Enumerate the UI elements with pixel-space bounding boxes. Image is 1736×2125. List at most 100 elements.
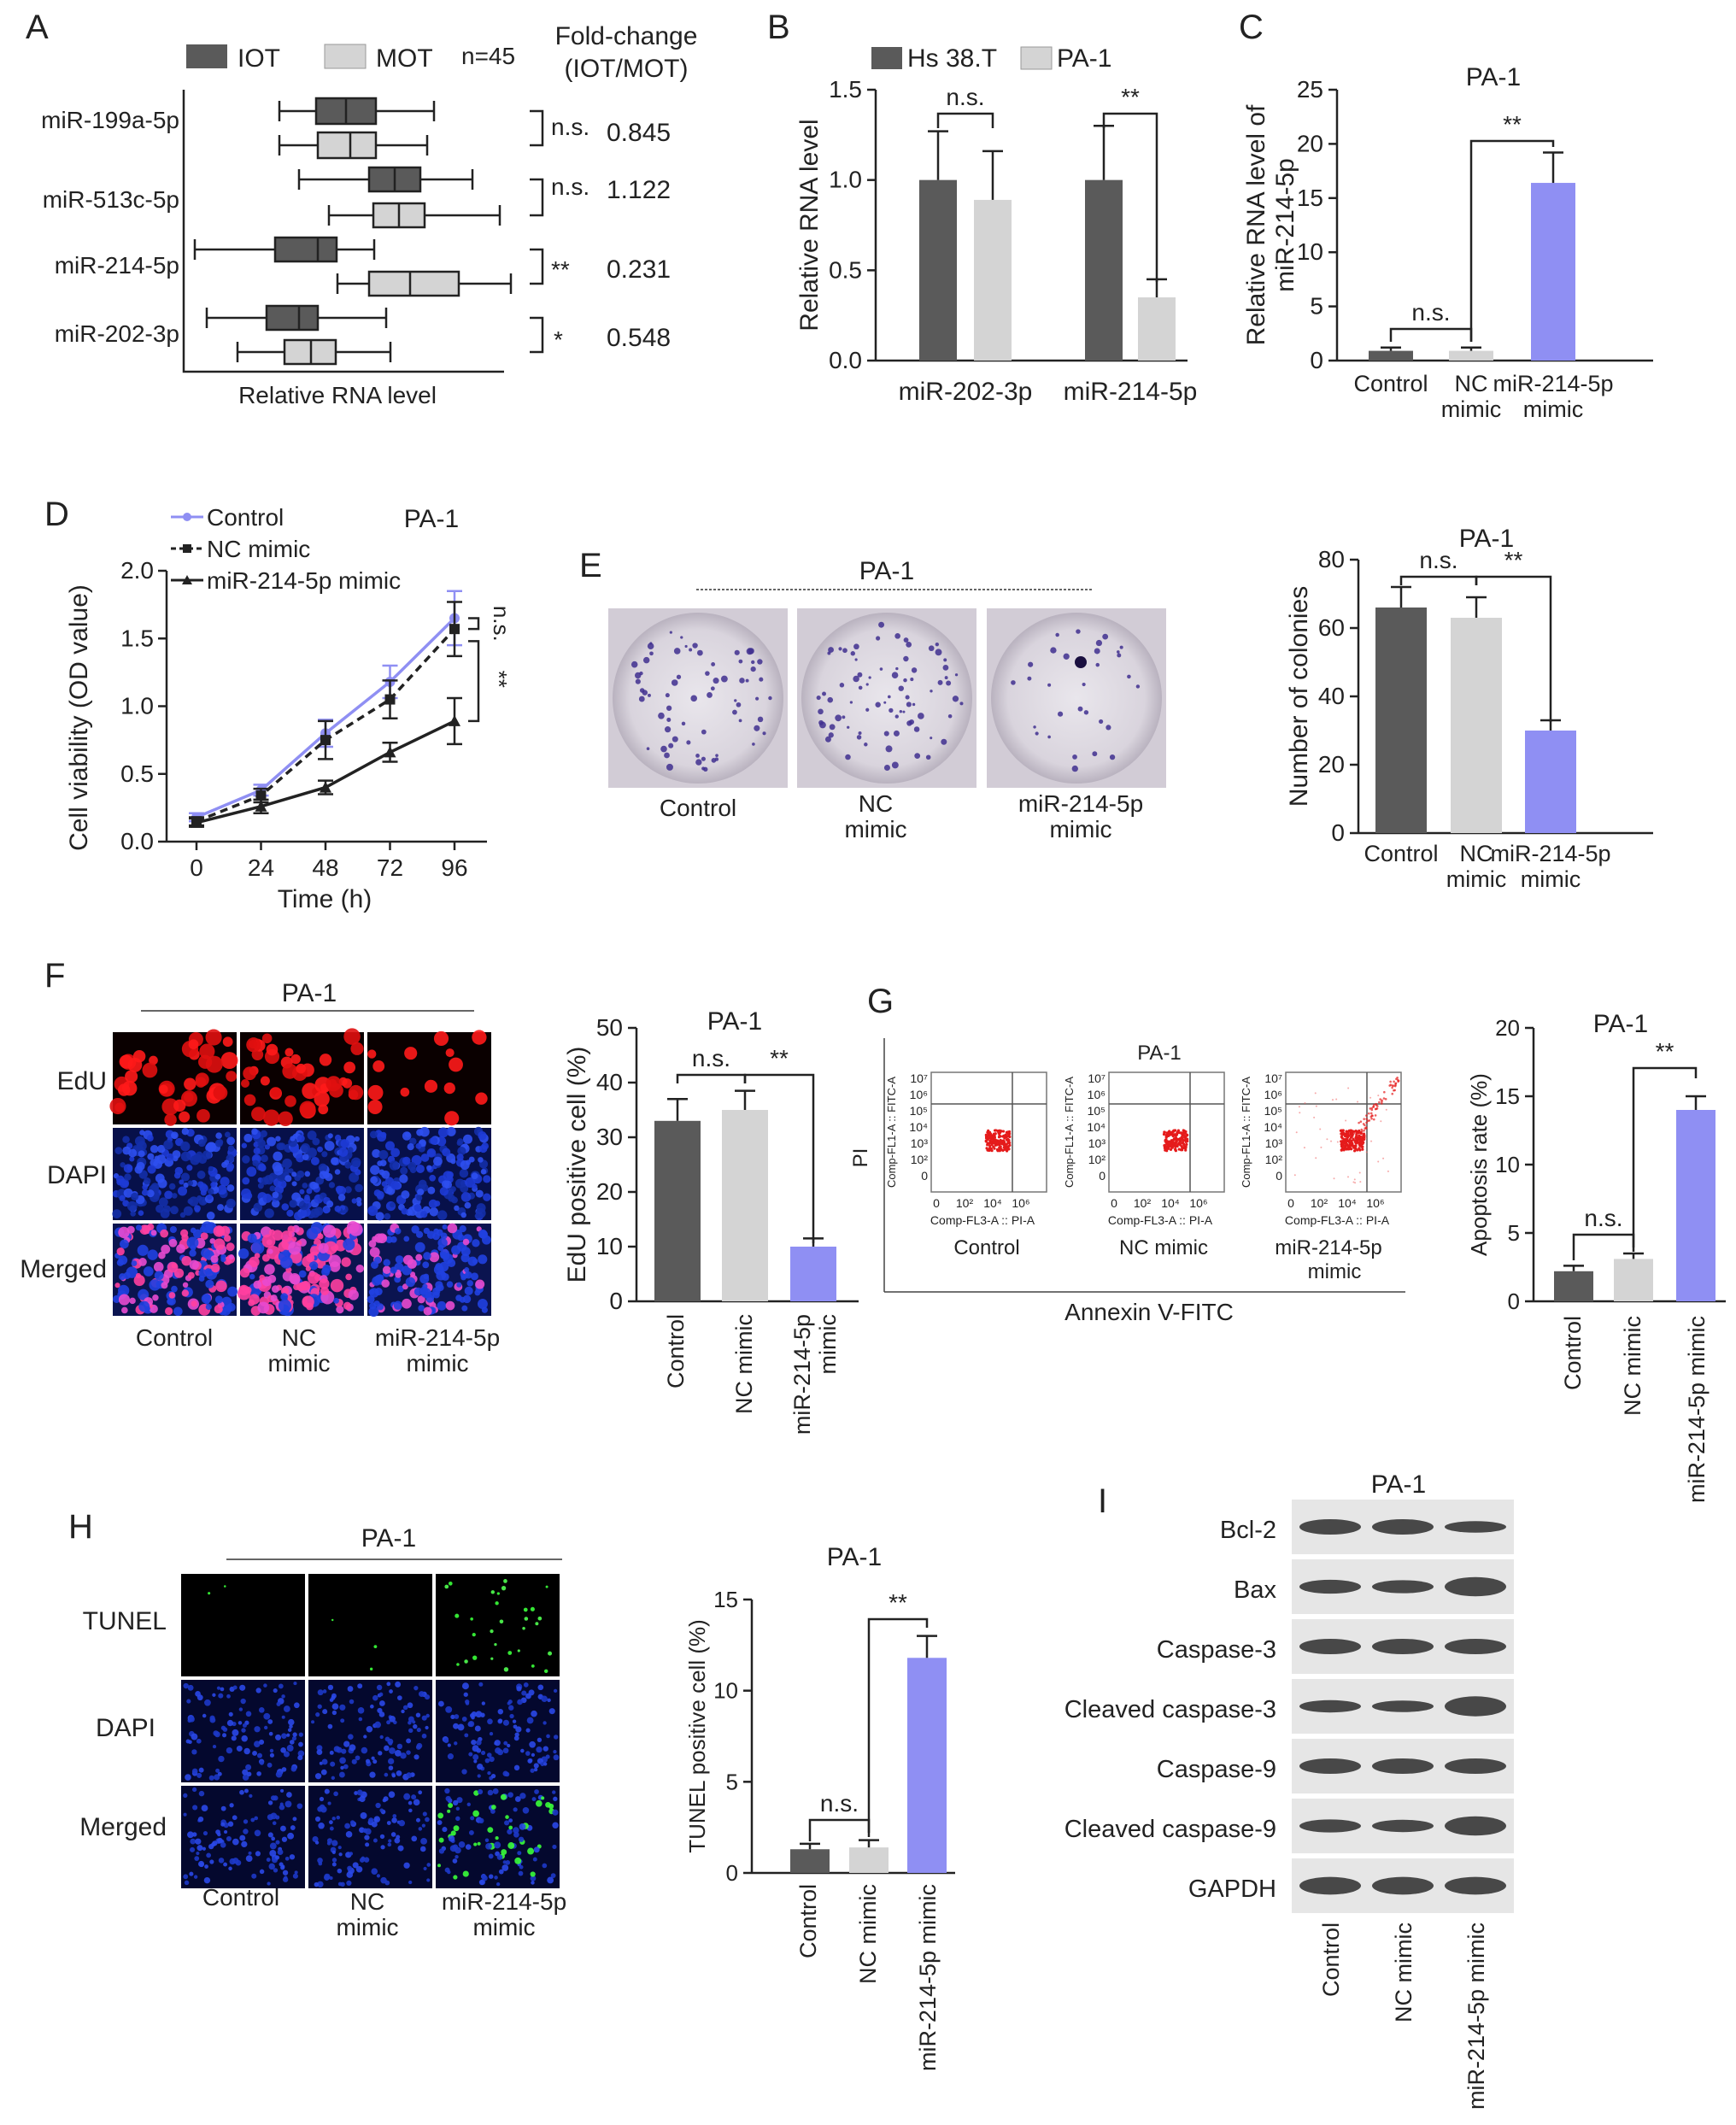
blot-band xyxy=(1299,1758,1361,1774)
cell xyxy=(349,1852,354,1856)
cell xyxy=(169,1225,177,1234)
event xyxy=(999,1142,1002,1145)
event xyxy=(1184,1130,1188,1134)
cell xyxy=(274,1855,280,1860)
cell xyxy=(409,1166,417,1174)
cell xyxy=(215,1768,220,1773)
chart-title: PA-1 xyxy=(404,505,459,533)
event xyxy=(1364,1124,1366,1127)
cell xyxy=(284,1095,296,1107)
cell xyxy=(533,1763,539,1769)
cell xyxy=(291,1181,297,1187)
event xyxy=(1331,1099,1334,1101)
event xyxy=(1340,1148,1343,1152)
cell xyxy=(284,1175,292,1183)
y-tick-label: 10 xyxy=(1495,1152,1520,1177)
cell xyxy=(276,1701,281,1706)
colony xyxy=(879,667,883,671)
colony xyxy=(736,701,742,707)
cell xyxy=(412,1720,416,1724)
cell xyxy=(552,1790,556,1794)
cell xyxy=(365,1828,372,1835)
colony xyxy=(903,655,909,662)
cell xyxy=(168,1183,176,1190)
colony xyxy=(673,648,681,655)
cell xyxy=(170,1206,179,1215)
colony xyxy=(883,731,889,737)
cell xyxy=(226,1746,233,1754)
cell xyxy=(469,1713,475,1718)
cell xyxy=(284,1800,292,1808)
cell xyxy=(125,1070,138,1083)
cell xyxy=(269,1748,274,1753)
cell xyxy=(349,1744,356,1752)
cell xyxy=(460,1212,466,1218)
cell xyxy=(267,1719,273,1724)
box-214-iot xyxy=(273,236,338,263)
cell xyxy=(241,1840,248,1848)
event xyxy=(1347,1129,1351,1132)
micrograph xyxy=(308,1574,432,1676)
cell xyxy=(337,1868,343,1874)
cell xyxy=(241,1285,247,1292)
cell xyxy=(138,1150,145,1158)
cell xyxy=(208,1165,214,1171)
cell xyxy=(368,1306,379,1318)
cell xyxy=(309,1246,320,1256)
cell xyxy=(406,1738,412,1744)
colony xyxy=(660,745,667,753)
cell xyxy=(377,1160,383,1166)
cell xyxy=(282,1870,289,1876)
cell xyxy=(173,1306,183,1317)
cell xyxy=(210,1254,219,1264)
event xyxy=(1345,1119,1347,1122)
cell xyxy=(418,1305,425,1312)
cell xyxy=(307,1271,320,1284)
flow-y-tick: 10⁴ xyxy=(1264,1120,1282,1134)
cell xyxy=(298,1741,303,1747)
cell xyxy=(477,1841,481,1846)
blot-band xyxy=(1372,1580,1434,1594)
cell xyxy=(372,1060,385,1072)
blot-band xyxy=(1445,1639,1506,1654)
panel-f-title: PA-1 xyxy=(282,979,337,1007)
chart-title: PA-1 xyxy=(707,1007,762,1036)
cell xyxy=(407,1143,414,1151)
colony xyxy=(757,716,764,723)
cell xyxy=(386,1720,391,1725)
cell xyxy=(333,1791,338,1797)
colony xyxy=(942,664,949,671)
cell xyxy=(396,1695,402,1701)
colony xyxy=(647,693,651,697)
cell xyxy=(307,1130,317,1141)
box-214-mot xyxy=(367,270,460,297)
cell xyxy=(445,1300,455,1311)
event xyxy=(1356,1148,1359,1152)
cell xyxy=(337,1846,342,1850)
cell xyxy=(182,1282,189,1289)
significance-label: n.s. xyxy=(1584,1205,1622,1231)
cell xyxy=(448,1803,454,1809)
y-tick-label: 40 xyxy=(596,1069,623,1095)
cell xyxy=(142,1062,158,1078)
cell xyxy=(291,1236,297,1242)
cell xyxy=(291,1171,297,1177)
cell xyxy=(523,1682,529,1688)
panel-letter-f: F xyxy=(44,957,65,995)
cell xyxy=(252,1750,258,1756)
cell xyxy=(186,1699,191,1704)
cell xyxy=(301,1280,311,1291)
cell xyxy=(189,1249,196,1257)
cell xyxy=(131,1192,139,1200)
cell xyxy=(545,1585,548,1588)
cell xyxy=(302,1153,309,1160)
cell xyxy=(292,1817,297,1822)
cell xyxy=(137,1141,147,1151)
cell xyxy=(312,1835,319,1843)
colony xyxy=(1011,680,1016,685)
cell xyxy=(475,1279,485,1289)
cell xyxy=(223,1862,228,1867)
cell xyxy=(383,1796,389,1802)
y-axis-label: EdU positive cell (%) xyxy=(563,1047,591,1283)
category-label: Control xyxy=(795,1884,821,1958)
